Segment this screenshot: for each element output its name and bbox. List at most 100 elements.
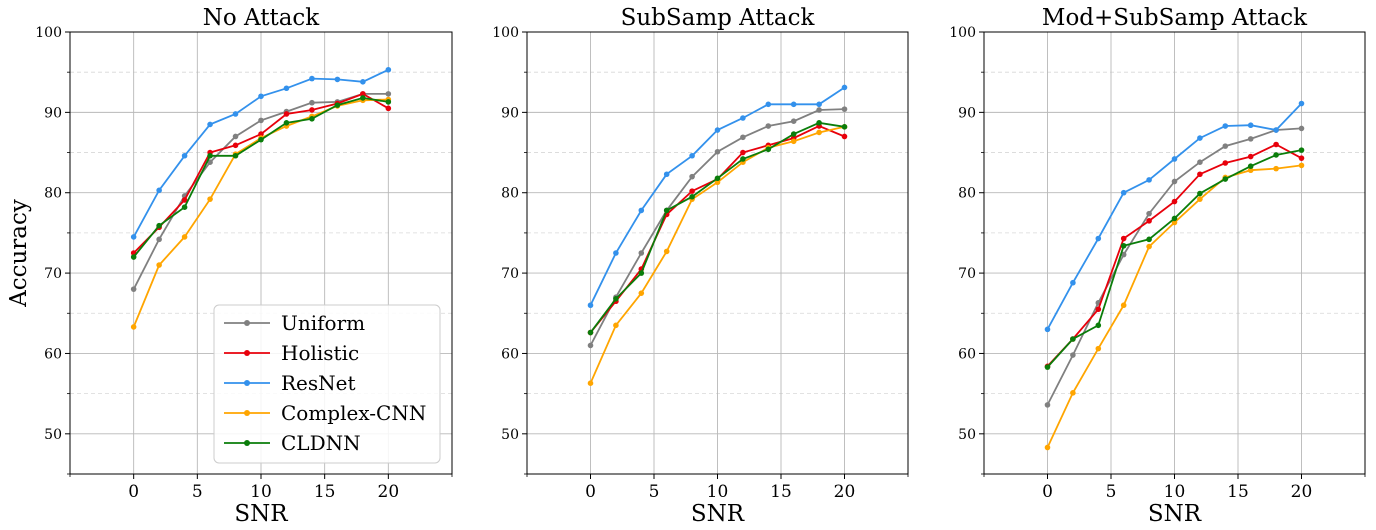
- data-point-resnet: [1247, 122, 1254, 129]
- data-point-holistic: [258, 131, 264, 137]
- data-point-uniform: [740, 134, 746, 141]
- data-point-complex-cnn: [181, 234, 188, 240]
- data-point-holistic: [1197, 171, 1203, 178]
- data-point-resnet: [1273, 127, 1279, 133]
- data-point-complex-cnn: [130, 324, 137, 330]
- data-point-cldnn: [232, 152, 239, 159]
- panel-title: SubSamp Attack: [621, 5, 816, 31]
- data-point-holistic: [1171, 198, 1178, 205]
- data-point-cldnn: [130, 254, 137, 260]
- y-tick-label: 80: [44, 186, 62, 202]
- x-tick-label: 10: [1164, 482, 1186, 502]
- data-point-cldnn: [385, 99, 392, 105]
- data-point-cldnn: [1070, 336, 1076, 342]
- legend-label: Uniform: [281, 311, 365, 335]
- data-point-uniform: [1070, 352, 1076, 358]
- x-tick-label: 5: [1106, 482, 1117, 502]
- data-point-resnet: [232, 111, 239, 117]
- data-point-holistic: [181, 197, 188, 203]
- data-point-uniform: [765, 123, 772, 129]
- data-point-holistic: [689, 188, 695, 194]
- data-point-complex-cnn: [714, 179, 721, 186]
- data-point-holistic: [1222, 160, 1229, 166]
- data-point-cldnn: [156, 222, 162, 229]
- data-point-uniform: [1171, 178, 1178, 185]
- data-point-uniform: [1120, 251, 1127, 258]
- data-point-resnet: [1298, 100, 1305, 107]
- data-point-resnet: [663, 171, 670, 178]
- data-point-cldnn: [1095, 322, 1102, 329]
- data-point-complex-cnn: [207, 196, 213, 202]
- legend-label: ResNet: [281, 371, 356, 395]
- x-tick-label: 0: [585, 482, 596, 502]
- data-point-resnet: [207, 121, 213, 128]
- data-point-uniform: [587, 342, 594, 349]
- x-tick-label: 10: [707, 482, 729, 502]
- data-point-complex-cnn: [816, 129, 822, 136]
- data-point-resnet: [790, 101, 797, 108]
- x-tick-label: 0: [1042, 482, 1053, 502]
- y-tick-label: 80: [958, 186, 976, 202]
- data-point-holistic: [1298, 155, 1305, 161]
- data-point-cldnn: [207, 152, 213, 159]
- data-point-cldnn: [181, 204, 188, 210]
- data-point-resnet: [1095, 235, 1102, 242]
- data-point-resnet: [1120, 189, 1127, 196]
- legend-swatch-marker: [244, 410, 250, 416]
- data-point-resnet: [181, 152, 188, 159]
- x-tick-label: 15: [314, 482, 336, 502]
- data-point-uniform: [309, 99, 315, 106]
- data-point-cldnn: [1120, 242, 1127, 249]
- y-tick-label: 50: [501, 427, 519, 443]
- data-point-resnet: [613, 250, 619, 256]
- data-point-holistic: [283, 111, 290, 117]
- data-point-resnet: [1146, 177, 1152, 183]
- data-point-cldnn: [1044, 364, 1051, 370]
- y-tick-label: 50: [44, 427, 62, 443]
- panel-title: No Attack: [203, 5, 321, 31]
- y-tick-label: 70: [501, 266, 519, 282]
- data-point-holistic: [841, 133, 848, 140]
- data-point-holistic: [1120, 235, 1127, 242]
- data-point-resnet: [258, 93, 264, 100]
- data-point-cldnn: [587, 329, 594, 336]
- data-point-resnet: [309, 75, 315, 82]
- legend-swatch-marker: [244, 440, 250, 446]
- data-point-cldnn: [1247, 163, 1254, 170]
- data-point-complex-cnn: [1146, 243, 1152, 250]
- data-point-resnet: [714, 127, 721, 133]
- y-tick-label: 100: [492, 25, 519, 41]
- legend-box: [213, 304, 441, 464]
- data-point-cldnn: [689, 193, 695, 200]
- data-point-complex-cnn: [156, 262, 162, 268]
- data-point-cldnn: [740, 156, 746, 162]
- panel-title: Mod+SubSamp Attack: [1042, 5, 1308, 31]
- data-point-cldnn: [258, 136, 264, 143]
- data-point-resnet: [689, 152, 695, 159]
- data-point-cldnn: [1197, 190, 1203, 197]
- legend-swatch-marker: [244, 350, 250, 356]
- data-point-resnet: [816, 101, 822, 108]
- data-point-complex-cnn: [790, 138, 797, 145]
- x-tick-label: 15: [770, 482, 792, 502]
- x-axis-label: SNR: [1148, 501, 1202, 525]
- data-point-resnet: [740, 115, 746, 121]
- data-point-resnet: [385, 66, 392, 73]
- data-point-resnet: [1197, 135, 1203, 141]
- data-point-complex-cnn: [638, 290, 645, 296]
- y-tick-label: 50: [958, 427, 976, 443]
- data-point-uniform: [1146, 210, 1152, 217]
- data-point-cldnn: [309, 115, 315, 122]
- data-point-holistic: [360, 91, 366, 97]
- y-tick-label: 90: [501, 105, 519, 121]
- data-point-resnet: [130, 234, 137, 240]
- data-point-uniform: [1222, 143, 1229, 149]
- data-point-uniform: [790, 118, 797, 125]
- data-point-complex-cnn: [1070, 390, 1076, 396]
- data-point-holistic: [1273, 141, 1279, 148]
- data-point-resnet: [841, 84, 848, 91]
- data-point-complex-cnn: [1171, 219, 1178, 226]
- data-point-resnet: [1171, 156, 1178, 162]
- x-tick-label: 5: [192, 482, 203, 502]
